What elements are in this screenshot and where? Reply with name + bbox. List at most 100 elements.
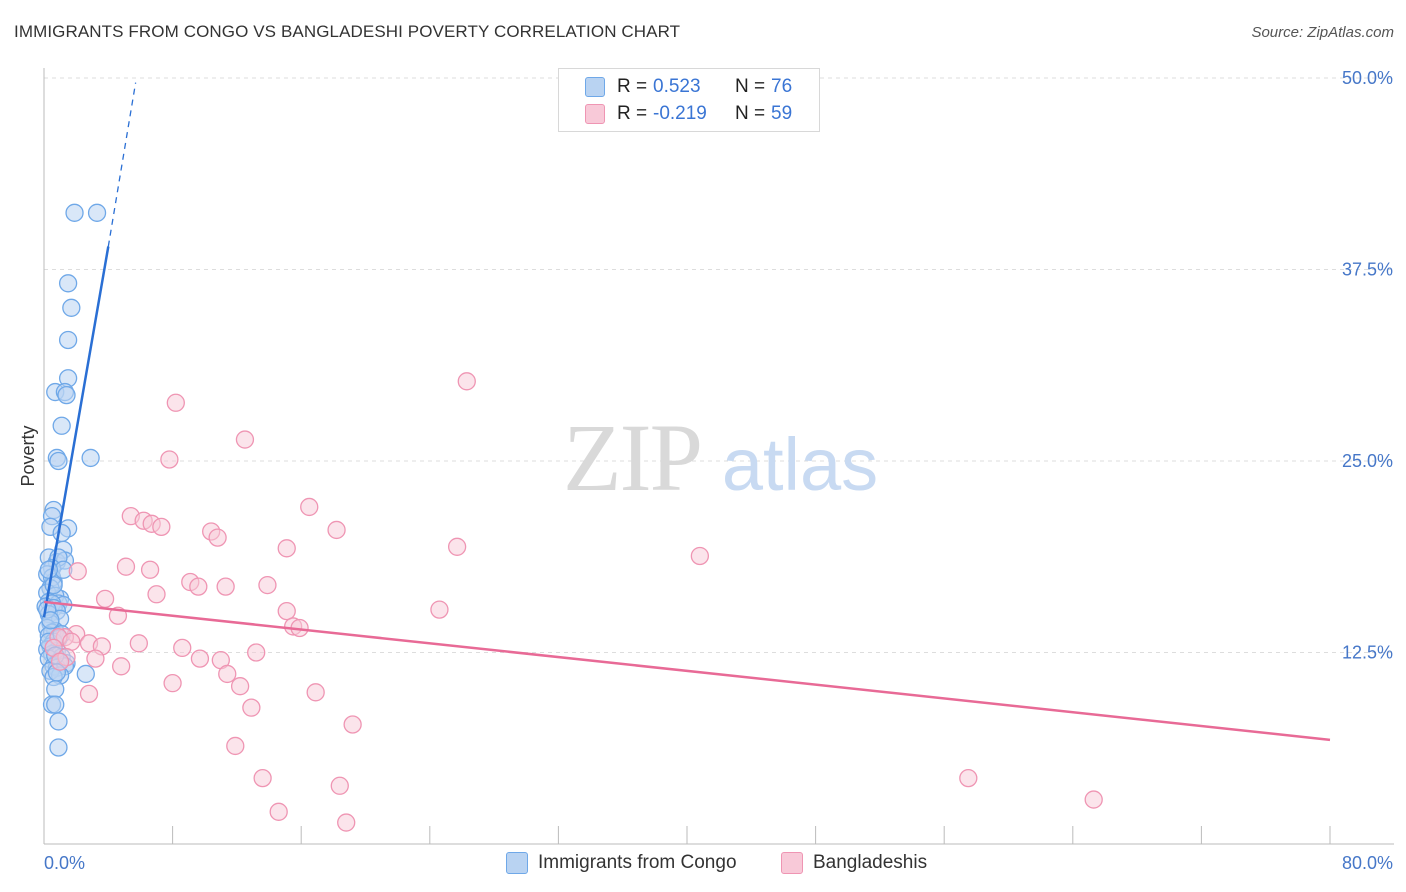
trend-line-bangladeshi bbox=[43, 600, 1331, 742]
axes bbox=[43, 68, 1394, 845]
point-bangladeshi bbox=[79, 684, 99, 704]
point-bangladeshi bbox=[190, 649, 210, 668]
legend-r-label: R = bbox=[617, 103, 648, 124]
bottom-legend-bangladeshi[interactable]: Bangladeshis bbox=[781, 852, 927, 874]
point-congo bbox=[39, 560, 58, 579]
point-congo bbox=[41, 611, 60, 630]
point-bangladeshi bbox=[189, 577, 208, 596]
bottom-legend-swatch-congo bbox=[506, 852, 528, 874]
point-bangladeshi bbox=[230, 677, 250, 696]
point-bangladeshi bbox=[95, 589, 115, 609]
y-axis-label: Poverty bbox=[18, 425, 38, 486]
point-bangladeshi bbox=[327, 520, 346, 540]
point-bangladeshi bbox=[277, 539, 296, 558]
point-congo bbox=[65, 203, 84, 222]
point-bangladeshi bbox=[218, 664, 237, 684]
y-tick-label: 25.0% bbox=[1342, 451, 1393, 471]
point-bangladeshi bbox=[160, 450, 179, 469]
point-bangladeshi bbox=[253, 768, 272, 788]
point-congo bbox=[49, 451, 68, 471]
series-bangladeshi bbox=[44, 372, 1103, 832]
y-tick-label: 37.5% bbox=[1342, 260, 1393, 280]
legend-n-value: 76 bbox=[771, 76, 793, 97]
y-tick-label: 12.5% bbox=[1342, 643, 1393, 663]
point-congo bbox=[76, 664, 95, 684]
legend-r-value: 0.523 bbox=[653, 76, 701, 97]
watermark-zip: ZIP bbox=[563, 404, 701, 511]
x-tick-label-min: 0.0% bbox=[44, 853, 85, 873]
point-bangladeshi bbox=[306, 683, 325, 702]
point-bangladeshi bbox=[50, 652, 70, 671]
point-bangladeshi bbox=[457, 372, 476, 391]
point-bangladeshi bbox=[68, 562, 87, 581]
point-bangladeshi bbox=[226, 736, 245, 756]
bottom-legend-label-congo: Immigrants from Congo bbox=[538, 852, 737, 873]
legend-n-label: N = bbox=[735, 103, 766, 124]
point-bangladeshi bbox=[147, 585, 166, 604]
point-bangladeshi bbox=[300, 497, 319, 517]
point-bangladeshi bbox=[447, 537, 467, 556]
point-congo bbox=[62, 298, 81, 317]
point-congo bbox=[49, 738, 68, 757]
y-tick-label: 50.0% bbox=[1342, 68, 1393, 88]
legend-swatch-bangladeshi bbox=[585, 104, 605, 124]
series-congo bbox=[36, 203, 107, 757]
legend-r-value: -0.219 bbox=[653, 103, 707, 124]
point-bangladeshi bbox=[163, 673, 182, 693]
point-congo bbox=[46, 680, 65, 699]
trend-line-congo bbox=[42, 246, 110, 618]
legend-n-value: 59 bbox=[771, 103, 793, 124]
point-bangladeshi bbox=[343, 715, 362, 734]
point-bangladeshi bbox=[277, 601, 296, 621]
point-congo bbox=[58, 330, 78, 350]
point-bangladeshi bbox=[337, 813, 356, 832]
point-congo bbox=[87, 203, 107, 222]
x-tick-label-max: 80.0% bbox=[1342, 853, 1393, 873]
point-bangladeshi bbox=[1084, 790, 1103, 809]
trend-line-congo-extension bbox=[107, 82, 137, 247]
point-bangladeshi bbox=[116, 557, 136, 576]
grid-lines bbox=[44, 77, 1394, 653]
legend-swatch-congo bbox=[585, 77, 605, 97]
point-bangladeshi bbox=[173, 638, 192, 658]
legend-row-congo: R = 0.523 N = 76 bbox=[585, 75, 811, 99]
point-bangladeshi bbox=[690, 546, 710, 566]
point-bangladeshi bbox=[235, 430, 255, 449]
axis-labels: 12.5% 25.0% 37.5% 50.0% 0.0% 80.0% Poverty bbox=[18, 68, 1393, 873]
point-bangladeshi bbox=[62, 632, 81, 651]
point-bangladeshi bbox=[242, 698, 261, 717]
watermark-atlas: atlas bbox=[722, 423, 878, 506]
point-congo bbox=[57, 385, 76, 405]
bottom-legend: Immigrants from Congo Bangladeshis bbox=[0, 852, 1406, 878]
point-bangladeshi bbox=[330, 776, 349, 795]
point-congo bbox=[52, 416, 71, 435]
point-congo bbox=[81, 448, 100, 468]
point-bangladeshi bbox=[269, 802, 288, 821]
legend-box: R = 0.523 N = 76 R = -0.219 N = 59 bbox=[558, 68, 820, 132]
point-congo bbox=[49, 712, 68, 731]
point-bangladeshi bbox=[208, 528, 227, 547]
point-bangladeshi bbox=[959, 768, 978, 788]
point-bangladeshi bbox=[247, 643, 266, 662]
point-bangladeshi bbox=[258, 575, 277, 595]
legend-n-label: N = bbox=[735, 76, 766, 97]
point-congo bbox=[52, 523, 71, 543]
legend-row-bangladeshi: R = -0.219 N = 59 bbox=[585, 102, 811, 126]
chart-title: IMMIGRANTS FROM CONGO VS BANGLADESHI POV… bbox=[14, 22, 681, 41]
point-bangladeshi bbox=[430, 600, 449, 619]
legend-r-label: R = bbox=[617, 76, 648, 97]
point-bangladeshi bbox=[140, 560, 160, 579]
point-congo bbox=[46, 695, 65, 714]
point-bangladeshi bbox=[152, 517, 171, 537]
source-credit: Source: ZipAtlas.com bbox=[1251, 24, 1394, 41]
bottom-legend-swatch-bangladeshi bbox=[781, 852, 803, 874]
point-congo bbox=[58, 274, 78, 293]
point-bangladeshi bbox=[166, 393, 185, 412]
bottom-legend-label-bangladeshi: Bangladeshis bbox=[813, 852, 928, 873]
point-bangladeshi bbox=[216, 577, 235, 596]
point-bangladeshi bbox=[86, 649, 105, 668]
bottom-legend-congo[interactable]: Immigrants from Congo bbox=[506, 852, 737, 874]
point-bangladeshi bbox=[129, 634, 148, 653]
point-bangladeshi bbox=[112, 657, 131, 676]
